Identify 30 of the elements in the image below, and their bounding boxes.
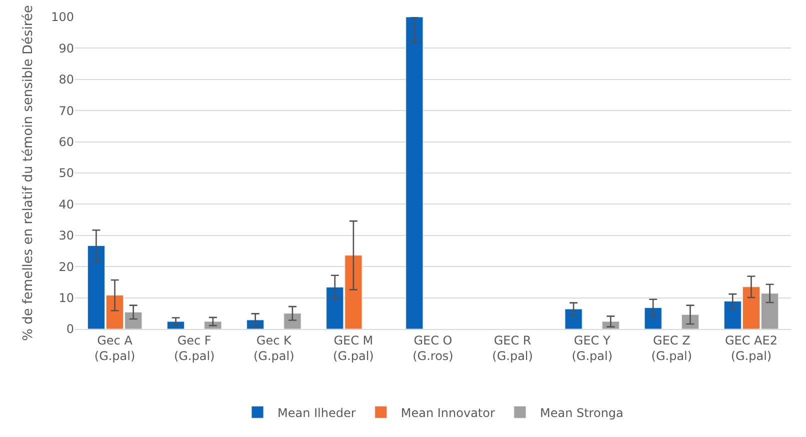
bar <box>284 313 302 329</box>
bar <box>644 308 662 329</box>
y-tick-label: 70 <box>58 104 74 118</box>
y-tick-label: 90 <box>58 41 74 56</box>
bar <box>406 17 424 329</box>
y-tick-label: 100 <box>51 10 74 24</box>
y-tick-label: 50 <box>58 166 74 180</box>
x-tick-label: GEC M (G.pal) <box>333 333 374 363</box>
y-tick-label: 40 <box>58 197 74 212</box>
bar <box>204 321 222 329</box>
x-tick-label: GEC Y (G.pal) <box>572 333 612 363</box>
legend-label: Mean Stronga <box>540 406 624 420</box>
x-tick-label: GEC R (G.pal) <box>492 333 533 363</box>
y-tick-label: 80 <box>58 72 74 87</box>
y-axis-title: % de femelles en relatif du témoin sensible Désirée <box>21 5 36 341</box>
legend-label: Mean Ilheder <box>278 406 356 420</box>
y-tick-label: 30 <box>58 228 74 243</box>
x-tick-label: GEC AE2 (G.pal) <box>724 333 778 363</box>
bar <box>681 314 700 329</box>
x-tick-label: Gec F (G.pal) <box>174 333 215 363</box>
x-tick-label: Gec K (G.pal) <box>254 333 294 363</box>
y-tick-label: 60 <box>58 135 74 149</box>
x-tick-label: GEC Z (G.pal) <box>651 333 692 363</box>
x-tick-label: Gec A (G.pal) <box>94 333 136 363</box>
legend-label: Mean Innovator <box>400 406 495 420</box>
y-tick-label: 20 <box>58 260 74 274</box>
bar <box>564 308 582 329</box>
y-tick-label: 0 <box>66 322 74 336</box>
y-tick-label: 10 <box>58 291 74 305</box>
x-tick-label: GEC O (G.ros) <box>412 333 454 363</box>
